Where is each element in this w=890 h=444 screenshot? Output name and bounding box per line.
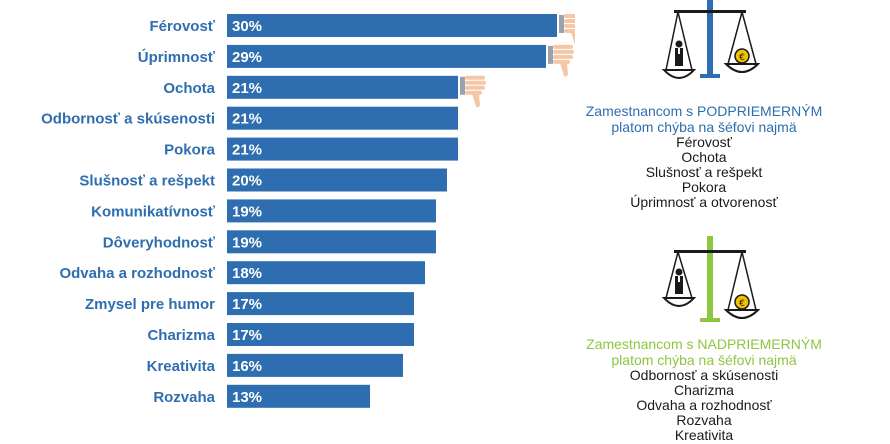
- bar: [227, 261, 425, 285]
- category-label: Odvaha a rozhodnosť: [59, 265, 215, 282]
- value-label: 17%: [232, 296, 262, 313]
- above-average-list: Odbornosť a skúsenosti Charizma Odvaha a…: [580, 368, 828, 443]
- list-item: Férovosť: [676, 134, 732, 150]
- bar: [227, 14, 557, 37]
- list-item: Úprimnosť a otvorenosť: [630, 194, 778, 210]
- below-average-list: Férovosť Ochota Slušnosť a rešpekt Pokor…: [580, 135, 828, 210]
- scale-icon: €: [661, 0, 760, 79]
- category-label: Férovosť: [149, 18, 215, 35]
- below-average-heading-line2: platom chýba na šéfovi najmä: [611, 119, 797, 135]
- scale-icon: €: [661, 236, 760, 322]
- list-item: Charizma: [674, 382, 734, 398]
- thumbs-down-icon: [460, 75, 486, 108]
- value-label: 16%: [232, 358, 262, 375]
- bar: [227, 230, 436, 254]
- value-label: 13%: [232, 389, 262, 406]
- bar: [227, 137, 458, 161]
- value-label: 21%: [232, 80, 262, 97]
- bar: [227, 384, 370, 408]
- category-label: Rozvaha: [153, 389, 215, 406]
- list-item: Odbornosť a skúsenosti: [629, 367, 779, 383]
- category-label: Komunikatívnosť: [91, 203, 216, 220]
- bar: [227, 199, 436, 223]
- value-label: 20%: [232, 173, 262, 190]
- thumbs-down-icon: [559, 14, 575, 45]
- category-label: Pokora: [164, 142, 216, 159]
- category-label: Úprimnosť: [138, 48, 216, 66]
- value-label: 19%: [232, 234, 262, 251]
- above-average-heading-line1: Zamestnancom s NADPRIEMERNÝM: [586, 336, 822, 352]
- category-label: Kreativita: [147, 358, 216, 375]
- below-average-panel: Zamestnancom s PODPRIEMERNÝM platom chýb…: [580, 103, 828, 210]
- bar-chart: Férovosť 30% Úprimnosť 29% Ochota 21% Odbornos…: [41, 14, 575, 408]
- category-label: Zmysel pre humor: [85, 296, 215, 313]
- bar: [227, 353, 403, 377]
- value-label: 21%: [232, 111, 262, 128]
- category-label: Slušnosť a rešpekt: [79, 173, 215, 190]
- below-average-heading-line1: Zamestnancom s PODPRIEMERNÝM: [585, 103, 823, 119]
- value-label: 29%: [232, 49, 262, 66]
- value-label: 17%: [232, 327, 262, 344]
- list-item: Odvaha a rozhodnosť: [636, 397, 772, 413]
- value-label: 21%: [232, 142, 262, 159]
- category-label: Odbornosť a skúsenosti: [41, 111, 215, 128]
- thumbs-down-icon: [548, 44, 574, 77]
- bar: [227, 106, 458, 130]
- list-item: Ochota: [681, 149, 727, 165]
- category-label: Charizma: [147, 327, 215, 344]
- above-average-heading-line2: platom chýba na šéfovi najmä: [611, 352, 797, 368]
- bar: [227, 44, 546, 68]
- above-average-panel: Zamestnancom s NADPRIEMERNÝM platom chýb…: [580, 336, 828, 443]
- list-item: Kreativita: [674, 427, 734, 443]
- svg-text:€: €: [739, 299, 745, 309]
- value-label: 19%: [232, 203, 262, 220]
- bar: [227, 75, 458, 99]
- category-label: Ochota: [163, 80, 215, 97]
- bar: [227, 168, 447, 192]
- value-label: 30%: [232, 18, 262, 35]
- svg-text:€: €: [739, 53, 745, 63]
- bar: [227, 292, 414, 316]
- list-item: Rozvaha: [676, 412, 732, 428]
- list-item: Pokora: [681, 179, 727, 195]
- category-label: Dôveryhodnosť: [103, 234, 216, 251]
- bar: [227, 323, 414, 346]
- value-label: 18%: [232, 265, 262, 282]
- list-item: Slušnosť a rešpekt: [645, 164, 763, 180]
